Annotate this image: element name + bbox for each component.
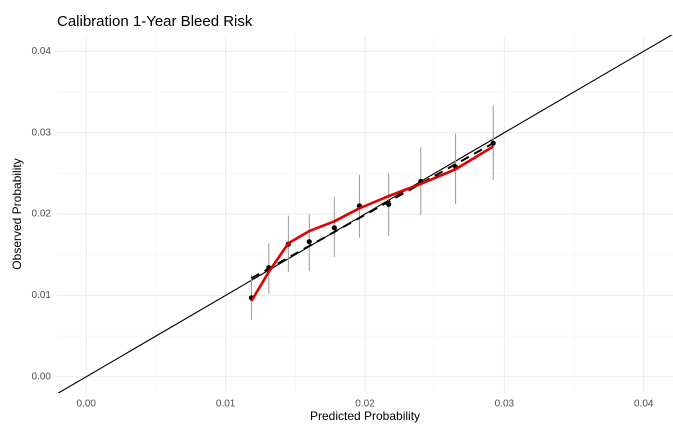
x-tick-label: 0.02 (355, 399, 375, 410)
y-tick-label: 0.00 (32, 371, 52, 382)
point (306, 239, 312, 245)
x-tick-label: 0.03 (495, 399, 515, 410)
point (331, 225, 337, 231)
x-tick-label: 0.00 (77, 399, 97, 410)
y-tick-label: 0.03 (32, 127, 52, 138)
chart-title: Calibration 1-Year Bleed Risk (57, 13, 253, 30)
x-tick-label: 0.04 (634, 399, 654, 410)
y-tick-label: 0.04 (32, 46, 52, 57)
y-axis-title: Observed Probability (10, 158, 24, 269)
x-tick-label: 0.01 (216, 399, 236, 410)
line (250, 145, 494, 302)
y-tick-label: 0.02 (32, 209, 52, 220)
reference-line (57, 35, 673, 393)
y-tick-label: 0.01 (32, 290, 52, 301)
line (250, 142, 494, 280)
x-axis-title: Predicted Probability (310, 409, 420, 423)
